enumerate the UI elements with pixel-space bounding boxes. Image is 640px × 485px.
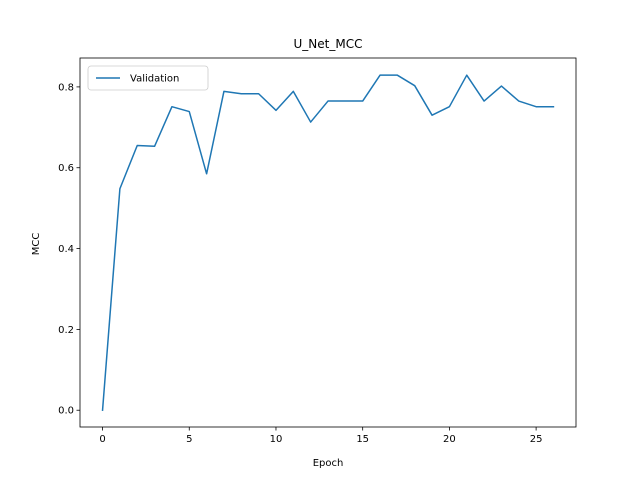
x-axis-label: Epoch (313, 458, 344, 469)
data-point (119, 188, 121, 190)
data-point (102, 409, 104, 411)
data-point (414, 85, 416, 87)
data-point (154, 146, 156, 148)
data-point (223, 91, 225, 93)
data-point (553, 106, 555, 108)
data-point (206, 173, 208, 175)
x-tick-label: 20 (443, 434, 456, 445)
data-point (345, 100, 347, 102)
data-point (379, 74, 381, 76)
legend-box (87, 65, 209, 91)
data-point (258, 93, 260, 95)
data-point (501, 85, 503, 87)
data-point (310, 121, 312, 123)
data-point (362, 100, 364, 102)
y-axis-label: MCC (31, 233, 42, 256)
data-point (431, 114, 433, 116)
chart-title: U_Net_MCC (294, 37, 363, 51)
x-tick-label: 10 (270, 434, 283, 445)
data-point (171, 106, 173, 108)
data-point (275, 110, 277, 112)
data-point (466, 74, 468, 76)
y-tick-label: 0.2 (58, 325, 74, 336)
data-point (518, 100, 520, 102)
series-line-0 (101, 74, 555, 412)
data-point (136, 145, 138, 147)
data-point (188, 111, 190, 113)
x-tick-label: 15 (356, 434, 369, 445)
legend: Validation (87, 65, 209, 91)
data-point (397, 74, 399, 76)
y-tick-label: 0.4 (58, 244, 74, 255)
data-point (240, 93, 242, 95)
data-point (293, 91, 295, 93)
y-tick-label: 0.0 (58, 406, 74, 417)
axis-ticks: 0 5 10 15 20 25 0.0 0.2 0.4 0.6 0.8 (58, 82, 542, 445)
y-tick-label: 0.8 (58, 82, 74, 93)
data-point (327, 100, 329, 102)
data-point (449, 106, 451, 108)
x-tick-label: 25 (530, 434, 543, 445)
data-point (535, 106, 537, 108)
data-point (483, 100, 485, 102)
plot-area (79, 57, 577, 428)
y-tick-label: 0.6 (58, 163, 74, 174)
legend-label: Validation (130, 74, 179, 85)
x-tick-label: 0 (99, 434, 105, 445)
axes-frame (79, 57, 577, 428)
x-tick-label: 5 (186, 434, 192, 445)
